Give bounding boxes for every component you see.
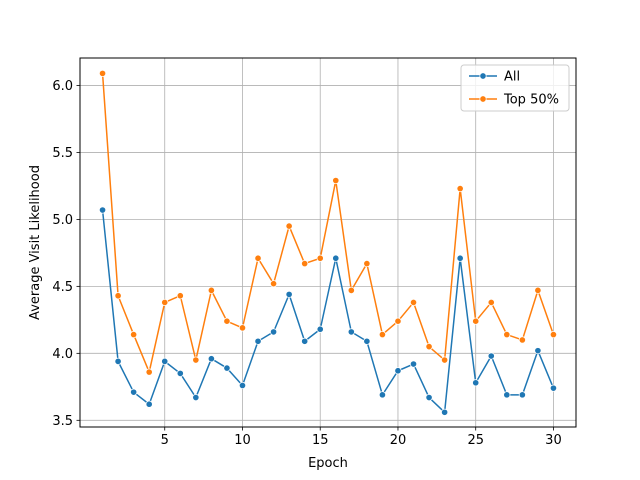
data-point-all	[254, 337, 262, 345]
data-point-top-50	[254, 254, 262, 262]
data-point-all	[363, 337, 371, 345]
data-point-top-50	[176, 292, 184, 300]
data-point-top-50	[347, 286, 355, 294]
x-axis-ticks: 5 10 15 20 25 30	[161, 427, 562, 448]
data-point-top-50	[301, 260, 309, 268]
data-point-top-50	[394, 317, 402, 325]
data-point-all	[223, 364, 231, 372]
data-point-top-50	[332, 176, 340, 185]
data-point-top-50	[518, 336, 526, 344]
data-point-top-50	[285, 222, 293, 230]
data-point-all	[130, 388, 138, 396]
data-point-all	[378, 391, 386, 399]
x-tick-label: 5	[161, 433, 169, 448]
data-point-top-50	[114, 292, 122, 300]
y-tick-label: 3.5	[52, 414, 73, 429]
data-point-all	[285, 290, 293, 298]
data-point-top-50	[98, 69, 107, 77]
data-point-all	[176, 369, 184, 377]
y-tick-label: 5.0	[52, 213, 73, 228]
plot-area	[80, 58, 576, 427]
data-point-top-50	[223, 317, 231, 325]
data-point-top-50	[534, 286, 542, 294]
data-point-top-50	[456, 185, 464, 193]
data-point-all	[114, 357, 122, 365]
x-tick-label: 10	[234, 433, 251, 448]
legend-item-all: All	[469, 70, 520, 85]
legend-marker	[479, 72, 487, 80]
legend-label: Top 50%	[503, 93, 559, 108]
data-point-all	[394, 367, 402, 375]
legend: All Top 50%	[460, 64, 570, 112]
data-point-all	[316, 325, 324, 333]
data-point-top-50	[503, 331, 511, 339]
legend-item-top-50: Top 50%	[469, 93, 559, 108]
series-layer	[98, 69, 558, 416]
data-point-all	[301, 337, 309, 345]
x-tick-label: 25	[467, 433, 484, 448]
data-point-top-50	[316, 254, 324, 262]
data-point-all	[549, 384, 558, 392]
data-point-all	[518, 391, 526, 399]
plot-frame	[79, 57, 577, 428]
data-point-top-50	[145, 368, 153, 376]
data-point-top-50	[270, 280, 278, 288]
y-tick-label: 6.0	[52, 79, 73, 94]
x-axis-label: Epoch	[308, 456, 348, 471]
data-point-all	[207, 355, 215, 363]
x-tick-label: 30	[545, 433, 562, 448]
x-tick-label: 20	[390, 433, 407, 448]
y-tick-label: 5.5	[52, 146, 73, 161]
data-point-all	[161, 357, 169, 365]
data-point-top-50	[192, 356, 200, 364]
y-axis-ticks: 3.5 4.0 4.5 5.0 5.5 6.0	[52, 79, 80, 429]
data-point-top-50	[238, 324, 247, 332]
data-point-all	[192, 393, 200, 402]
data-point-top-50	[207, 286, 215, 294]
data-point-top-50	[549, 331, 558, 339]
data-point-top-50	[441, 356, 449, 364]
data-point-all	[238, 381, 247, 390]
data-point-all	[425, 393, 433, 402]
data-point-all	[503, 391, 511, 399]
data-point-all	[534, 347, 542, 355]
data-point-all	[347, 328, 355, 336]
data-point-top-50	[409, 298, 418, 307]
x-tick-label: 15	[312, 433, 329, 448]
legend-label: All	[504, 70, 520, 85]
data-point-all	[98, 206, 107, 214]
data-point-all	[472, 379, 480, 387]
data-point-all	[332, 254, 340, 262]
series-top-50	[98, 69, 558, 376]
data-point-all	[456, 254, 464, 262]
data-point-top-50	[487, 298, 495, 307]
legend-marker	[479, 95, 487, 103]
y-axis-label: Average Visit Likelihood	[28, 165, 43, 320]
data-point-top-50	[472, 317, 480, 325]
data-point-top-50	[425, 343, 433, 351]
data-point-all	[487, 352, 495, 360]
y-tick-label: 4.5	[52, 280, 73, 295]
y-tick-label: 4.0	[52, 347, 73, 362]
data-point-all	[145, 400, 153, 408]
data-point-top-50	[161, 298, 169, 307]
data-point-top-50	[378, 331, 386, 339]
data-point-all	[441, 408, 449, 416]
data-point-top-50	[130, 331, 138, 339]
data-point-all	[409, 360, 418, 368]
series-all	[98, 206, 558, 416]
data-point-all	[270, 328, 278, 336]
data-point-top-50	[363, 260, 371, 268]
